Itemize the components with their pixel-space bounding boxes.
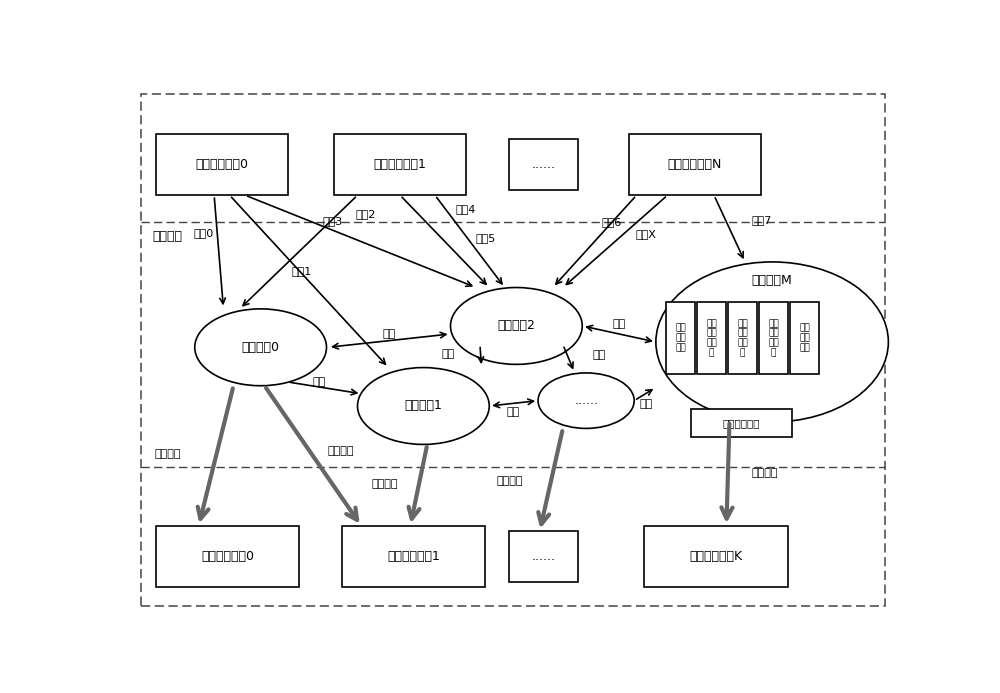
Text: 时间处理模块: 时间处理模块 xyxy=(722,418,760,428)
Text: 共识节点2: 共识节点2 xyxy=(497,319,535,333)
Circle shape xyxy=(656,262,888,422)
Text: 事务输入模块1: 事务输入模块1 xyxy=(374,158,427,171)
Text: 事务6: 事务6 xyxy=(602,217,622,227)
Text: ......: ...... xyxy=(532,550,556,563)
Text: 同步: 同步 xyxy=(613,319,626,329)
Text: 同步: 同步 xyxy=(312,377,325,387)
Text: 事务输入模块N: 事务输入模块N xyxy=(667,158,722,171)
Bar xyxy=(697,302,726,374)
Bar xyxy=(759,302,788,374)
Text: 状态数据: 状态数据 xyxy=(751,468,778,477)
Bar xyxy=(156,134,288,195)
Text: 状态数据: 状态数据 xyxy=(154,449,181,459)
Text: 状态数据: 状态数据 xyxy=(371,480,398,489)
Bar xyxy=(156,526,299,588)
Text: 事务7: 事务7 xyxy=(751,215,772,225)
Bar xyxy=(342,526,485,588)
Text: 事务2: 事务2 xyxy=(355,209,375,219)
Ellipse shape xyxy=(358,367,489,444)
Text: 同步: 同步 xyxy=(592,350,606,360)
Text: 到达
绳处
理模
块: 到达 绳处 理模 块 xyxy=(706,319,717,357)
Text: 事务输入模块0: 事务输入模块0 xyxy=(195,158,248,171)
Text: 状态获取模块K: 状态获取模块K xyxy=(689,550,742,563)
Text: 状态数据: 状态数据 xyxy=(327,446,354,457)
Text: 同步: 同步 xyxy=(507,407,520,417)
Text: 同步: 同步 xyxy=(441,349,454,359)
Bar xyxy=(509,532,578,582)
Text: 共识节点M: 共识节点M xyxy=(752,274,792,287)
Bar xyxy=(691,409,792,437)
Text: 事务0: 事务0 xyxy=(193,227,213,238)
Bar xyxy=(644,526,788,588)
Text: ......: ...... xyxy=(574,394,598,407)
Bar xyxy=(728,302,757,374)
Text: 事务4: 事务4 xyxy=(456,204,476,213)
Text: 事务3: 事务3 xyxy=(323,216,343,226)
Bar xyxy=(790,302,819,374)
Text: 共识
绳处
理模
块: 共识 绳处 理模 块 xyxy=(768,319,779,357)
Bar xyxy=(666,302,695,374)
Bar xyxy=(509,139,578,190)
Ellipse shape xyxy=(538,373,634,428)
Text: 状态获取模块1: 状态获取模块1 xyxy=(387,550,440,563)
Text: 事务5: 事务5 xyxy=(475,233,496,243)
Text: 同步: 同步 xyxy=(639,399,652,410)
Text: 状态
处理
模块: 状态 处理 模块 xyxy=(799,324,810,352)
Text: 事务
处理
模块: 事务 处理 模块 xyxy=(675,324,686,352)
Text: 状态获取模块0: 状态获取模块0 xyxy=(201,550,254,563)
Text: 状态数据: 状态数据 xyxy=(496,475,523,486)
Text: 同步: 同步 xyxy=(383,329,396,339)
Bar xyxy=(334,134,466,195)
Bar xyxy=(629,134,761,195)
Text: 事务X: 事务X xyxy=(635,229,656,239)
Text: 事务1: 事务1 xyxy=(292,266,312,276)
Text: 共识网络: 共识网络 xyxy=(152,230,182,243)
Text: 共识节点0: 共识节点0 xyxy=(242,341,280,354)
Ellipse shape xyxy=(450,288,582,365)
Text: ......: ...... xyxy=(532,158,556,171)
Ellipse shape xyxy=(195,309,326,386)
Text: 共识节点1: 共识节点1 xyxy=(404,399,442,412)
Text: 还原
绳处
理模
块: 还原 绳处 理模 块 xyxy=(737,319,748,357)
